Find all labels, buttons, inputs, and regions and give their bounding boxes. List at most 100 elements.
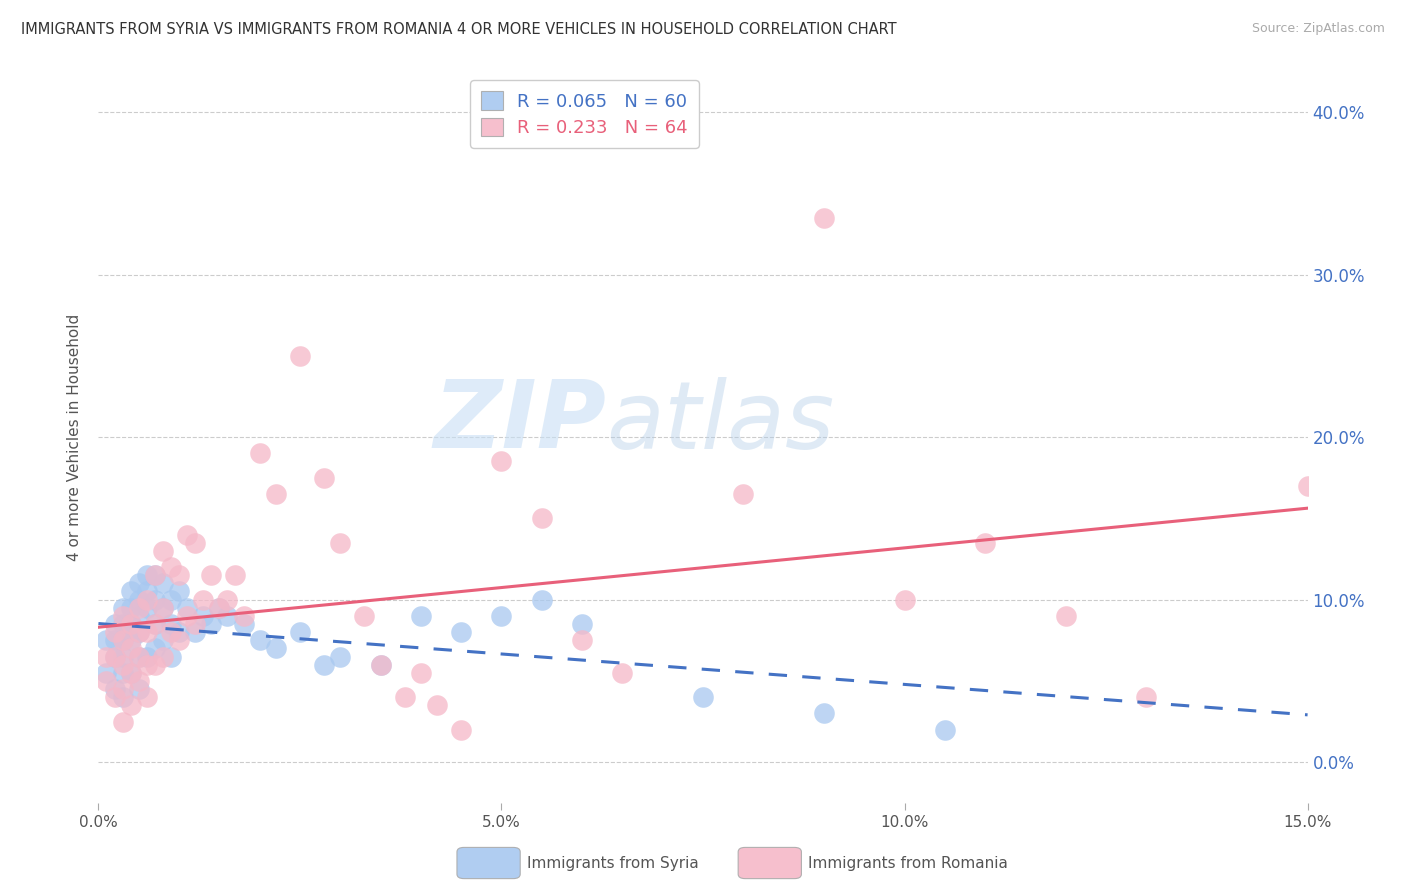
Point: [491, 454, 513, 468]
Point: [152, 544, 174, 558]
Text: atlas: atlas: [606, 377, 835, 468]
Point: [530, 592, 553, 607]
Point: [143, 568, 166, 582]
Point: [152, 600, 174, 615]
Point: [160, 625, 183, 640]
Point: [176, 608, 198, 623]
Point: [314, 471, 336, 485]
Point: [426, 698, 449, 713]
Point: [152, 649, 174, 664]
Point: [167, 625, 190, 640]
Point: [120, 698, 142, 713]
Point: [128, 625, 150, 640]
Point: [934, 723, 956, 737]
Point: [120, 665, 142, 680]
Point: [264, 487, 287, 501]
Point: [111, 690, 134, 705]
Point: [167, 568, 190, 582]
Point: [167, 584, 190, 599]
Point: [120, 584, 142, 599]
Text: Immigrants from Syria: Immigrants from Syria: [527, 856, 699, 871]
Point: [813, 706, 835, 721]
Point: [974, 535, 997, 549]
Point: [184, 535, 207, 549]
Point: [135, 592, 157, 607]
Point: [370, 657, 392, 672]
Point: [128, 592, 150, 607]
Point: [288, 349, 311, 363]
Point: [111, 657, 134, 672]
Point: [143, 592, 166, 607]
Point: [103, 617, 125, 632]
Point: [409, 665, 432, 680]
Point: [120, 633, 142, 648]
Point: [160, 592, 183, 607]
Point: [409, 608, 432, 623]
Point: [160, 649, 183, 664]
Point: [96, 633, 118, 648]
Point: [264, 641, 287, 656]
Point: [249, 446, 271, 460]
Point: [160, 560, 183, 574]
Point: [135, 584, 157, 599]
Point: [143, 617, 166, 632]
Point: [128, 673, 150, 688]
Point: [217, 592, 239, 607]
Point: [135, 568, 157, 582]
Point: [232, 608, 254, 623]
Point: [232, 617, 254, 632]
Point: [135, 649, 157, 664]
Point: [249, 633, 271, 648]
Point: [176, 600, 198, 615]
Point: [111, 633, 134, 648]
Point: [143, 657, 166, 672]
Point: [370, 657, 392, 672]
Point: [143, 641, 166, 656]
Point: [200, 568, 222, 582]
Point: [128, 625, 150, 640]
Point: [111, 633, 134, 648]
Point: [733, 487, 755, 501]
Point: [111, 617, 134, 632]
Point: [143, 568, 166, 582]
Point: [120, 641, 142, 656]
Point: [111, 600, 134, 615]
Point: [612, 665, 634, 680]
Point: [813, 211, 835, 225]
Point: [120, 617, 142, 632]
Point: [128, 600, 150, 615]
Point: [96, 665, 118, 680]
Point: [103, 649, 125, 664]
Point: [288, 625, 311, 640]
Point: [111, 649, 134, 664]
Point: [314, 657, 336, 672]
Point: [1135, 690, 1157, 705]
Point: [96, 649, 118, 664]
Point: [103, 625, 125, 640]
Point: [103, 649, 125, 664]
Point: [893, 592, 915, 607]
Point: [208, 600, 231, 615]
Point: [120, 665, 142, 680]
Point: [135, 657, 157, 672]
Point: [176, 527, 198, 541]
Point: [160, 617, 183, 632]
Point: [200, 617, 222, 632]
Point: [692, 690, 714, 705]
Point: [353, 608, 375, 623]
Point: [128, 576, 150, 591]
Legend: R = 0.065   N = 60, R = 0.233   N = 64: R = 0.065 N = 60, R = 0.233 N = 64: [470, 80, 699, 148]
Point: [128, 681, 150, 696]
Point: [152, 576, 174, 591]
Point: [128, 608, 150, 623]
Point: [193, 592, 215, 607]
Point: [128, 649, 150, 664]
Point: [103, 690, 125, 705]
Point: [1296, 479, 1319, 493]
Text: ZIP: ZIP: [433, 376, 606, 468]
Point: [491, 608, 513, 623]
Point: [329, 649, 352, 664]
Point: [394, 690, 416, 705]
Point: [193, 608, 215, 623]
Point: [135, 625, 157, 640]
